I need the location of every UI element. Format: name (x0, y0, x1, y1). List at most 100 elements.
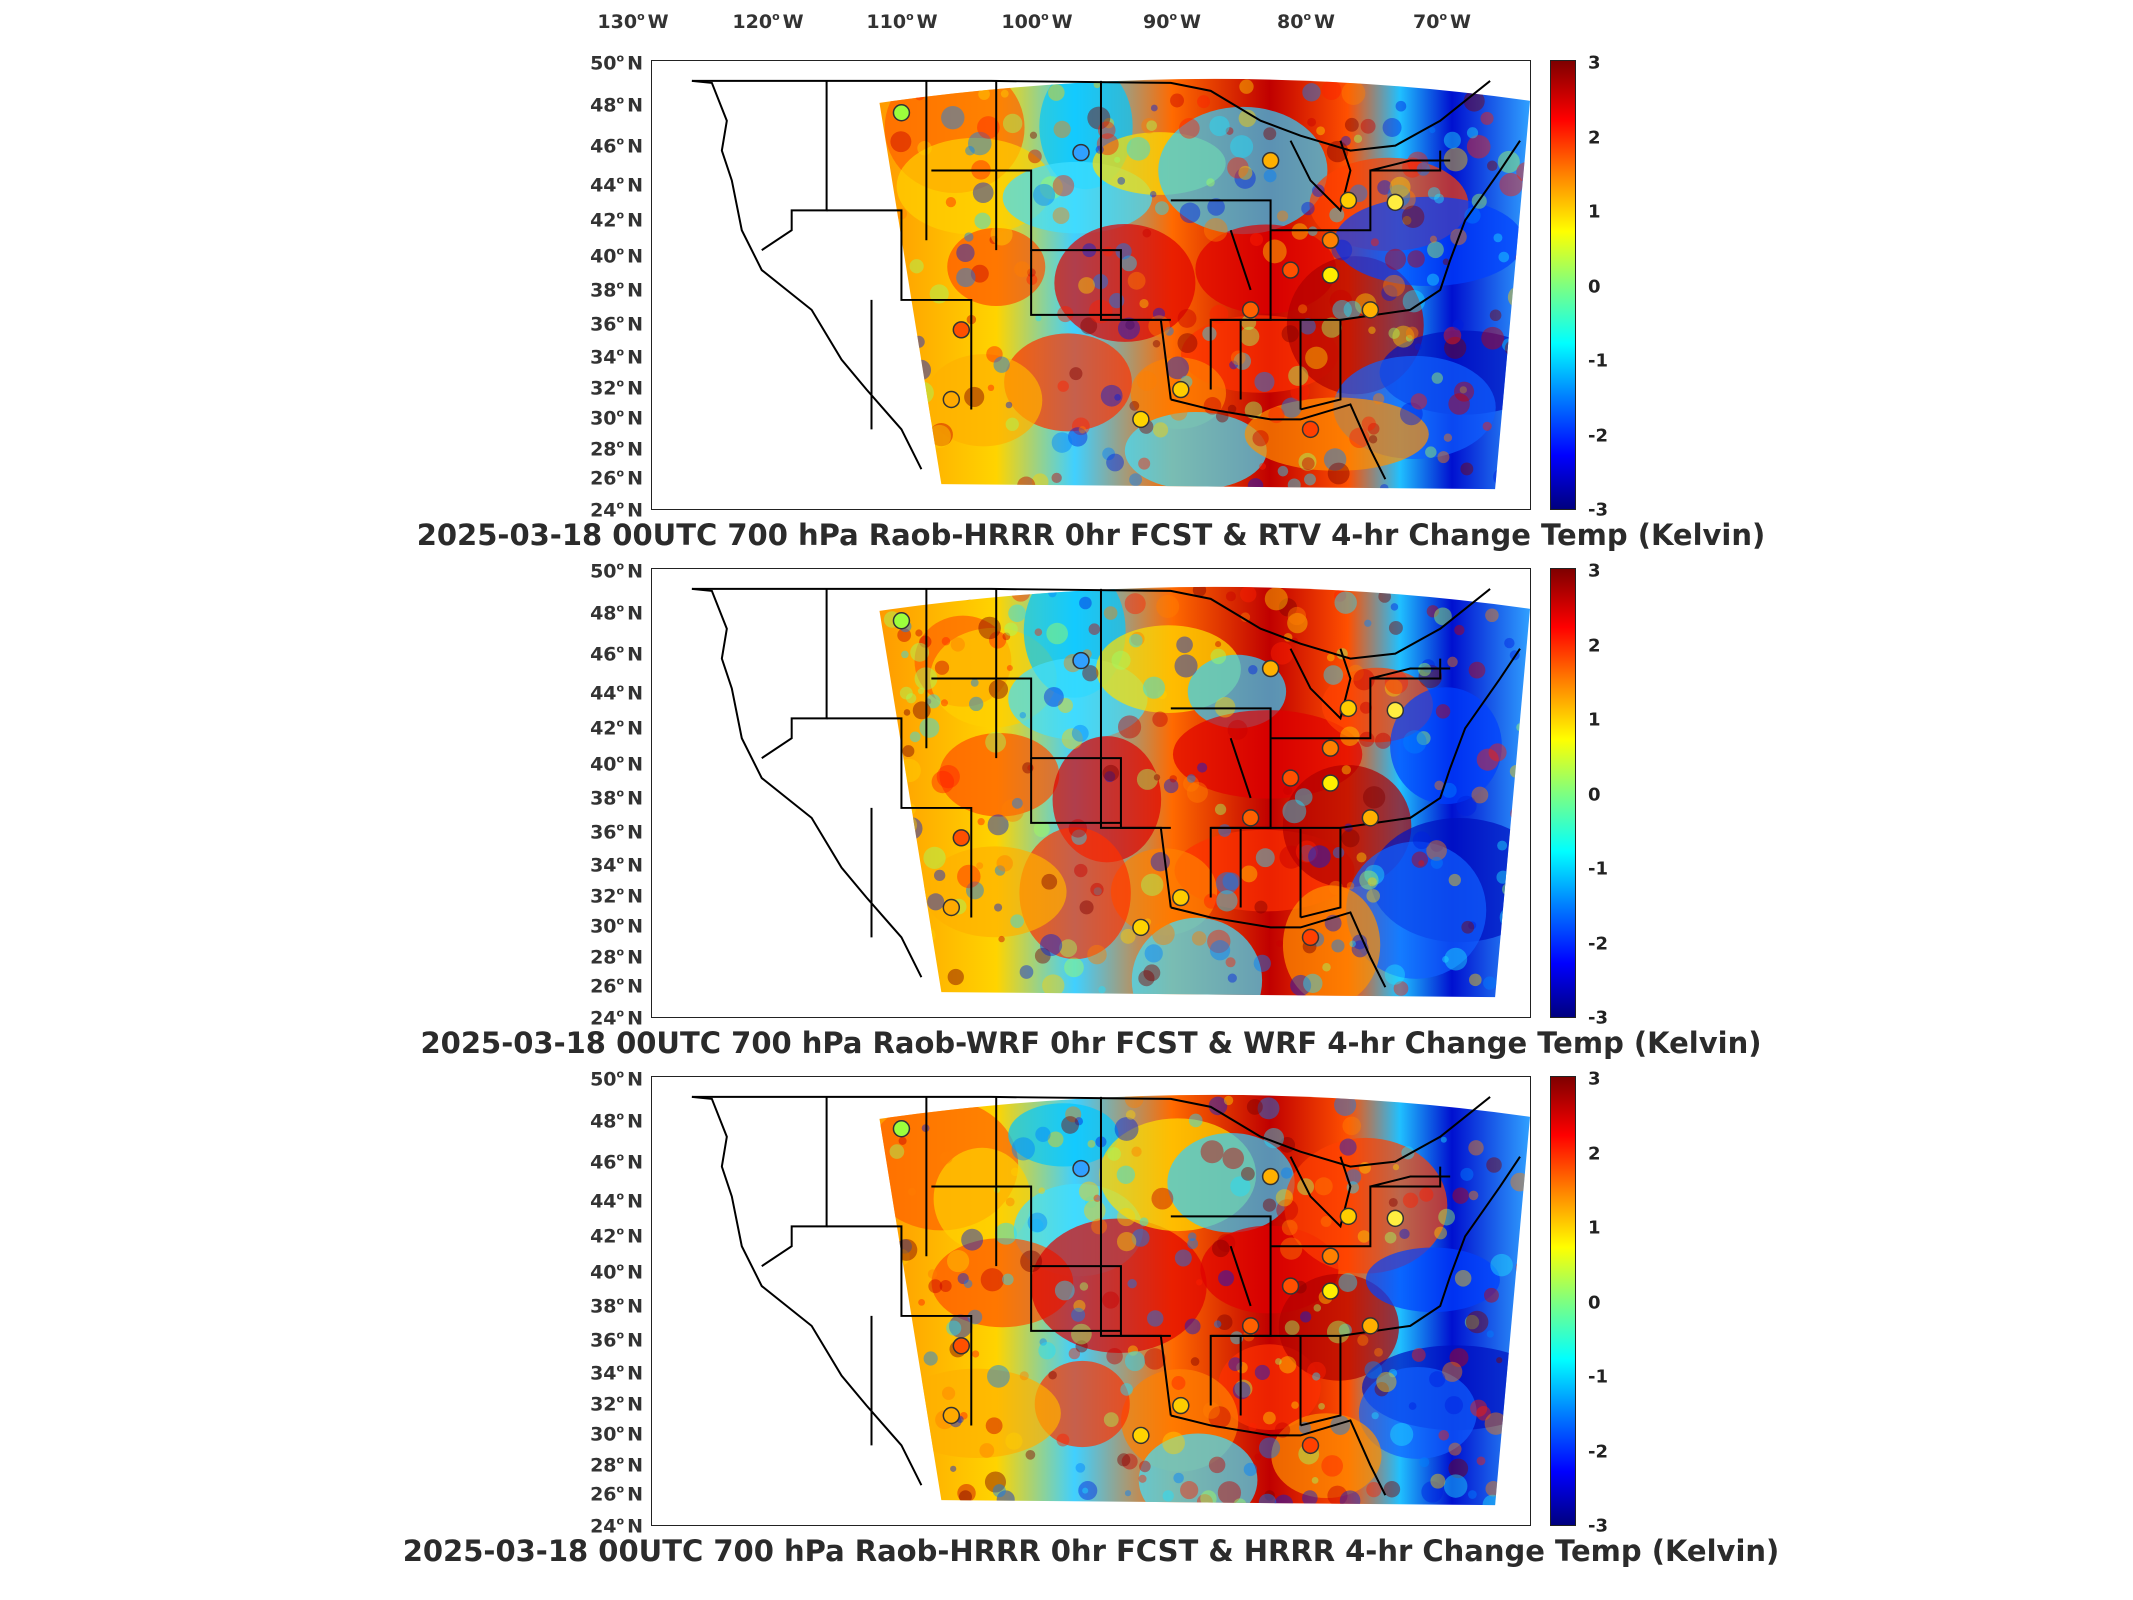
tick-suffix: N (627, 885, 643, 908)
tick-suffix: W (647, 11, 669, 33)
map-frame (651, 60, 1531, 510)
longitude-tick-label: 110o W (866, 10, 938, 33)
colorbar-tick-label: 0 (1588, 276, 1601, 298)
tick-suffix: N (627, 467, 643, 490)
tick-suffix: N (627, 1329, 643, 1352)
colorbar-tick-label: 2 (1588, 127, 1601, 149)
latitude-tick-label: 50o N (590, 1067, 643, 1091)
raob-site-marker (1072, 651, 1090, 670)
raob-site-marker (942, 390, 961, 409)
tick-suffix: N (627, 438, 643, 461)
tick-value: 42 (590, 209, 617, 232)
tick-suffix: N (627, 854, 643, 877)
tick-value: 42 (590, 717, 617, 740)
raob-site-marker (1172, 1396, 1190, 1415)
latitude-tick-label: 34o N (590, 853, 643, 877)
tick-suffix: N (627, 1483, 643, 1506)
raob-site-marker (952, 829, 971, 847)
tick-suffix: N (627, 821, 643, 844)
longitude-tick-label: 120o W (732, 10, 804, 33)
latitude-tick-label: 40o N (590, 752, 643, 776)
latitude-tick-label: 36o N (590, 312, 643, 336)
tick-suffix: N (627, 753, 643, 776)
tick-suffix: W (1450, 11, 1471, 33)
tick-suffix: N (627, 245, 643, 268)
latitude-tick-label: 34o N (590, 1361, 643, 1385)
raob-site-marker (1072, 1159, 1090, 1178)
raob-site-marker (1339, 699, 1358, 718)
tick-value: 80 (1277, 11, 1304, 33)
tick-suffix: N (627, 407, 643, 430)
tick-value: 48 (590, 94, 617, 117)
tick-suffix: N (627, 135, 643, 158)
map-frame (651, 1076, 1531, 1526)
latitude-tick-label: 38o N (590, 278, 643, 302)
tick-suffix: N (627, 174, 643, 197)
latitude-tick-label: 28o N (590, 945, 643, 969)
colorbar-tick-label: -1 (1588, 350, 1608, 372)
tick-suffix: W (1051, 11, 1073, 33)
longitude-tick-label: 130o W (597, 10, 669, 33)
tick-value: 26 (590, 467, 617, 490)
latitude-tick-label: 46o N (590, 642, 643, 666)
tick-value: 42 (590, 1225, 617, 1248)
tick-value: 30 (590, 915, 617, 938)
colorbar (1550, 568, 1576, 1018)
tick-value: 120 (732, 11, 773, 33)
raob-site-marker (1301, 1436, 1320, 1455)
latitude-tick-label: 46o N (590, 1150, 643, 1174)
tick-value: 24 (590, 1007, 617, 1030)
tick-suffix: N (627, 1423, 643, 1446)
tick-suffix: N (627, 377, 643, 400)
latitude-tick-label: 42o N (590, 716, 643, 740)
tick-value: 24 (590, 499, 617, 522)
raob-site-marker (1339, 191, 1358, 210)
tick-suffix: N (627, 313, 643, 336)
raob-site-marker (892, 1120, 911, 1138)
tick-suffix: N (627, 946, 643, 969)
latitude-tick-label: 28o N (590, 1453, 643, 1477)
panel-title: 2025-03-18 00UTC 700 hPa Raob-WRF 0hr FC… (420, 1026, 1762, 1060)
raob-site-marker (1301, 420, 1320, 439)
raob-site-marker (1321, 266, 1340, 284)
raob-site-marker (1241, 1317, 1260, 1335)
tick-value: 38 (590, 279, 617, 302)
tick-value: 36 (590, 821, 617, 844)
tick-suffix: N (627, 1261, 643, 1284)
raob-site-marker (1261, 151, 1280, 170)
latitude-tick-label: 48o N (590, 601, 643, 625)
tick-value: 46 (590, 643, 617, 666)
raob-site-marker (1132, 918, 1150, 937)
tick-suffix: N (627, 52, 643, 75)
raob-site-marker (1072, 143, 1090, 162)
tick-value: 100 (1001, 11, 1042, 33)
raob-site-marker (942, 1406, 961, 1425)
tick-value: 40 (590, 1261, 617, 1284)
colorbar-tick-label: -2 (1588, 1441, 1608, 1463)
tick-suffix: W (782, 11, 804, 33)
tick-value: 46 (590, 1151, 617, 1174)
tick-value: 48 (590, 1110, 617, 1133)
latitude-tick-label: 38o N (590, 1294, 643, 1318)
latitude-tick-label: 44o N (590, 1189, 643, 1213)
tick-suffix: N (627, 602, 643, 625)
raob-site-marker (1281, 769, 1300, 787)
raob-site-marker (1321, 231, 1340, 249)
raob-site-marker (1386, 701, 1405, 720)
colorbar-tick-label: -2 (1588, 933, 1608, 955)
raob-site-marker (1241, 301, 1260, 319)
tick-suffix: N (627, 643, 643, 666)
latitude-tick-label: 42o N (590, 1224, 643, 1248)
temperature-map (691, 586, 1530, 998)
panel-title: 2025-03-18 00UTC 700 hPa Raob-HRRR 0hr F… (402, 1534, 1780, 1568)
tick-value: 32 (590, 885, 617, 908)
colorbar-tick-label: 3 (1588, 52, 1601, 74)
colorbar-tick-label: -1 (1588, 858, 1608, 880)
tick-suffix: N (627, 209, 643, 232)
tick-value: 46 (590, 135, 617, 158)
tick-value: 70 (1413, 11, 1440, 33)
tick-value: 32 (590, 377, 617, 400)
tick-suffix: W (1180, 11, 1201, 33)
tick-value: 110 (866, 11, 907, 33)
raob-site-marker (1241, 809, 1260, 827)
